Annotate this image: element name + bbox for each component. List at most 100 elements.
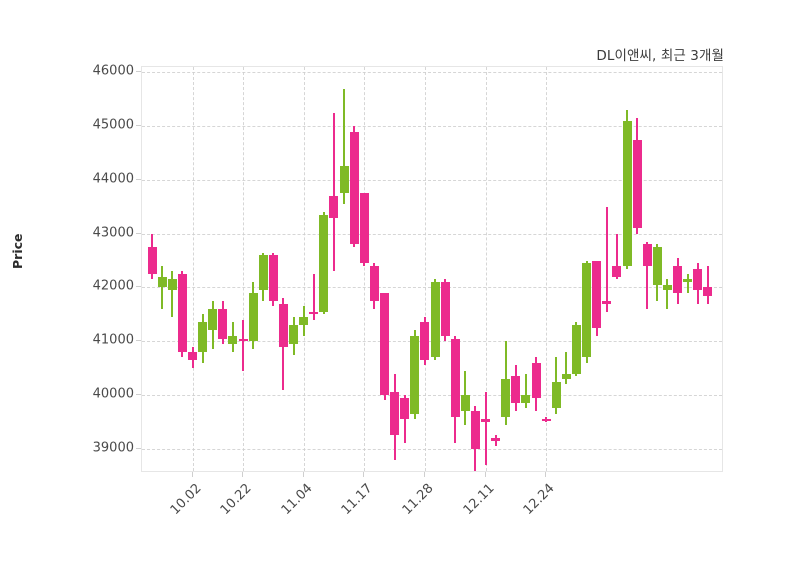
gridline-horizontal	[142, 233, 722, 235]
candle-body[interactable]	[329, 196, 339, 218]
gridline-horizontal	[142, 395, 722, 397]
y-axis-tick-label: 40000	[92, 386, 134, 402]
y-axis-tickmark	[136, 340, 141, 342]
candle-body[interactable]	[693, 268, 703, 291]
y-axis-tick-label: 45000	[92, 117, 134, 133]
gridline-vertical	[243, 67, 245, 471]
candle-wick	[706, 265, 709, 304]
candle-body[interactable]	[450, 338, 460, 417]
y-axis-tick-label: 42000	[92, 278, 134, 294]
x-axis-tickmark	[484, 472, 486, 477]
gridline-horizontal	[142, 72, 722, 74]
candle-wick	[565, 352, 568, 385]
candle-body[interactable]	[632, 139, 642, 229]
candle-body[interactable]	[359, 193, 369, 264]
x-axis-tick-label: 11.04	[278, 481, 316, 518]
candle-body[interactable]	[289, 325, 299, 344]
candle-body[interactable]	[592, 260, 602, 328]
candle-body[interactable]	[238, 338, 248, 342]
candle-body[interactable]	[208, 308, 218, 331]
candle-body[interactable]	[571, 325, 581, 374]
y-axis-tickmark	[136, 394, 141, 396]
x-axis-tick-label: 11.28	[399, 481, 437, 518]
gridline-horizontal	[142, 126, 722, 128]
y-axis-tick-label: 43000	[92, 225, 134, 241]
candle-body[interactable]	[258, 255, 268, 291]
gridline-horizontal	[142, 448, 722, 450]
y-axis-tick-label: 46000	[92, 63, 134, 79]
x-axis-tick-label: 12.11	[460, 481, 498, 518]
gridline-vertical	[303, 67, 305, 471]
candle-body[interactable]	[339, 166, 349, 194]
x-axis-tickmark	[302, 472, 304, 477]
candle-body[interactable]	[602, 300, 612, 304]
candle-body[interactable]	[268, 255, 278, 301]
candle-body[interactable]	[703, 287, 713, 296]
candle-wick	[524, 373, 527, 409]
candle-wick	[484, 392, 487, 465]
candle-body[interactable]	[551, 381, 561, 409]
candle-body[interactable]	[177, 274, 187, 352]
candle-body[interactable]	[582, 263, 592, 358]
candle-body[interactable]	[531, 362, 541, 398]
candle-body[interactable]	[501, 378, 511, 417]
candle-wick	[242, 319, 245, 371]
candle-wick	[686, 274, 689, 293]
candle-wick	[312, 274, 315, 320]
candle-body[interactable]	[612, 265, 622, 277]
candle-body[interactable]	[410, 335, 420, 414]
candle-wick	[494, 435, 497, 447]
candle-body[interactable]	[561, 373, 571, 379]
candle-body[interactable]	[511, 376, 521, 404]
candle-body[interactable]	[642, 244, 652, 266]
candle-body[interactable]	[420, 322, 430, 361]
candle-body[interactable]	[541, 419, 551, 421]
x-axis-tickmark	[545, 472, 547, 477]
candle-body[interactable]	[673, 265, 683, 293]
y-axis-tickmark	[136, 71, 141, 73]
candle-body[interactable]	[400, 397, 410, 420]
candle-body[interactable]	[157, 276, 167, 288]
candle-body[interactable]	[440, 282, 450, 336]
x-axis-tickmark	[191, 472, 193, 477]
candle-body[interactable]	[430, 282, 440, 358]
candle-wick	[332, 112, 335, 272]
candle-body[interactable]	[188, 352, 198, 361]
candle-body[interactable]	[228, 335, 238, 344]
candle-body[interactable]	[390, 392, 400, 436]
gridline-vertical	[192, 67, 194, 471]
candle-body[interactable]	[652, 247, 662, 285]
candle-wick	[171, 271, 174, 318]
candle-body[interactable]	[683, 279, 693, 283]
y-axis-tickmark	[136, 286, 141, 288]
candle-body[interactable]	[218, 308, 228, 339]
candle-body[interactable]	[622, 120, 632, 266]
candle-body[interactable]	[198, 322, 208, 352]
candle-body[interactable]	[470, 411, 480, 449]
candle-body[interactable]	[278, 303, 288, 347]
candle-wick	[646, 241, 649, 309]
candle-body[interactable]	[460, 395, 470, 412]
gridline-horizontal	[142, 179, 722, 181]
candle-body[interactable]	[349, 131, 359, 245]
candle-body[interactable]	[147, 247, 157, 275]
candle-body[interactable]	[380, 292, 389, 396]
candle-wick	[403, 395, 406, 444]
candle-body[interactable]	[662, 284, 672, 291]
candle-body[interactable]	[319, 214, 329, 312]
gridline-vertical	[424, 67, 426, 471]
candle-body[interactable]	[248, 292, 258, 342]
candle-body[interactable]	[481, 419, 491, 422]
y-axis-tickmark	[136, 232, 141, 234]
candle-body[interactable]	[521, 395, 531, 404]
x-axis-tick-label: 10.02	[167, 481, 205, 518]
candle-body[interactable]	[309, 311, 319, 315]
gridline-vertical	[364, 67, 366, 471]
candle-body[interactable]	[491, 438, 501, 441]
candle-body[interactable]	[299, 317, 309, 326]
candle-wick	[666, 279, 669, 309]
candle-body[interactable]	[167, 279, 177, 291]
candle-body[interactable]	[369, 265, 379, 301]
y-axis-tick-labels: 39000 40000 41000 42000 43000 44000 45000 46000	[56, 0, 134, 575]
